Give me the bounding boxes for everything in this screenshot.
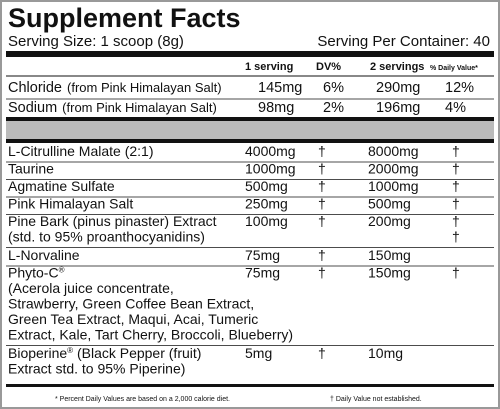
value-dv2: † — [452, 265, 460, 281]
name: Bioperine — [8, 345, 67, 361]
value-amount2: 8000mg — [368, 143, 419, 159]
thick-rule — [6, 384, 494, 387]
registered: ® — [59, 266, 65, 275]
value-amount: 500mg — [245, 178, 288, 194]
ingredient-name: Taurine — [8, 161, 54, 177]
col-header: 2 servings — [370, 61, 424, 73]
ingredient-name: L-Norvaline — [8, 247, 80, 263]
col-header: % Daily Value* — [430, 65, 478, 72]
ingredient-name: Agmatine Sulfate — [8, 178, 115, 194]
value-amount2: 2000mg — [368, 161, 419, 177]
value-amount: 98mg — [258, 100, 294, 116]
name: Chloride — [8, 80, 62, 96]
ingredient-name: Pine Bark (pinus pinaster) Extract — [8, 213, 217, 229]
value-amount2: 290mg — [376, 80, 420, 96]
thick-rule — [6, 51, 494, 57]
ingredient-name: Bioperine® (Black Pepper (fruit) — [8, 345, 201, 361]
value-dv2: † — [452, 213, 460, 229]
value-dv: 6% — [323, 80, 344, 96]
value-amount2: 1000mg — [368, 178, 419, 194]
source: (from Pink Himalayan Salt) — [62, 100, 217, 115]
nutrient-name: Sodium (from Pink Himalayan Salt) — [8, 100, 217, 116]
ingredient-line: Extract, Kale, Tart Cherry, Broccoli, Bl… — [8, 327, 293, 343]
col-header: DV% — [316, 61, 341, 73]
ingredient-name: Phyto-C® — [8, 265, 65, 281]
value-dv2: † — [452, 229, 460, 245]
value-amount: 145mg — [258, 80, 302, 96]
thick-rule — [6, 117, 494, 121]
value-amount: 100mg — [245, 213, 288, 229]
value-amount2: 200mg — [368, 213, 411, 229]
name-rest: (Black Pepper (fruit) — [73, 345, 201, 361]
value-amount: 75mg — [245, 265, 280, 281]
ingredient-line: (std. to 95% proanthocyanidins) — [8, 229, 205, 245]
value-dv: † — [318, 213, 326, 229]
value-dv: † — [318, 247, 326, 263]
name: Agmatine Sulfate — [8, 178, 115, 194]
value-amount: 250mg — [245, 196, 288, 212]
value-amount: 75mg — [245, 247, 280, 263]
value-dv2: 4% — [445, 100, 466, 116]
footnote: * Percent Daily Values are based on a 2,… — [55, 396, 230, 403]
value-dv2: † — [452, 178, 460, 194]
name: Pine Bark (pinus pinaster) Extract — [8, 213, 217, 229]
gray-band — [6, 121, 494, 139]
name: Taurine — [8, 161, 54, 177]
ingredient-line: Green Tea Extract, Maqui, Acai, Tumeric — [8, 311, 258, 327]
value-dv: † — [318, 345, 326, 361]
nutrient-name: Chloride (from Pink Himalayan Salt) — [8, 80, 222, 96]
value-dv: 2% — [323, 100, 344, 116]
name: L-Norvaline — [8, 247, 80, 263]
title: Supplement Facts — [8, 3, 241, 33]
name: Phyto-C — [8, 265, 59, 281]
name: Pink Himalayan Salt — [8, 196, 133, 212]
ingredient-name: L-Citrulline Malate (2:1) — [8, 143, 154, 159]
value-amount2: 500mg — [368, 196, 411, 212]
name: L-Citrulline Malate (2:1) — [8, 143, 154, 159]
source: (from Pink Himalayan Salt) — [67, 80, 222, 95]
registered: ® — [67, 346, 73, 355]
value-amount: 1000mg — [245, 161, 296, 177]
value-amount2: 150mg — [368, 265, 411, 281]
col-header: 1 serving — [245, 61, 293, 73]
servings-per-container: Serving Per Container: 40 — [317, 33, 490, 50]
value-amount: 5mg — [245, 345, 272, 361]
ingredient-line: (Acerola juice concentrate, — [8, 280, 174, 296]
value-dv: † — [318, 178, 326, 194]
value-dv: † — [318, 143, 326, 159]
ingredient-name: Pink Himalayan Salt — [8, 196, 133, 212]
value-amount2: 150mg — [368, 247, 411, 263]
value-amount: 4000mg — [245, 143, 296, 159]
value-amount2: 10mg — [368, 345, 403, 361]
value-dv2: 12% — [445, 80, 474, 96]
value-dv2: † — [452, 196, 460, 212]
thick-rule — [6, 139, 494, 143]
footnote: † Daily Value not established. — [330, 396, 422, 403]
value-dv2: † — [452, 161, 460, 177]
ingredient-line: Extract std. to 95% Piperine) — [8, 361, 185, 377]
value-amount2: 196mg — [376, 100, 420, 116]
value-dv: † — [318, 265, 326, 281]
ingredient-line: Strawberry, Green Coffee Bean Extract, — [8, 296, 254, 312]
serving-size: Serving Size: 1 scoop (8g) — [8, 33, 184, 50]
value-dv: † — [318, 196, 326, 212]
value-dv: † — [318, 161, 326, 177]
value-dv2: † — [452, 143, 460, 159]
name: Sodium — [8, 100, 57, 116]
